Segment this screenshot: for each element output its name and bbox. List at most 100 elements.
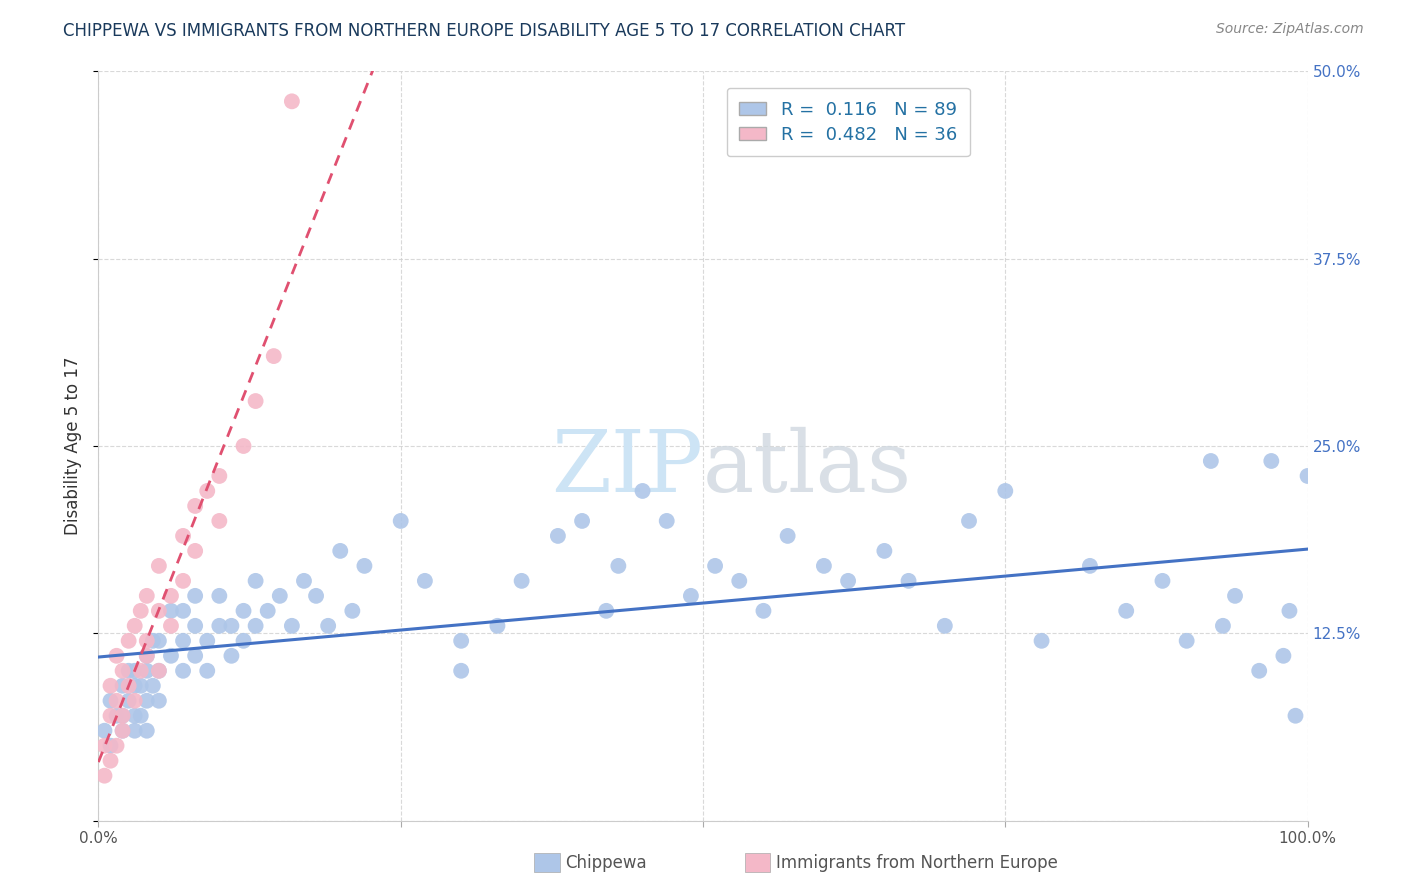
Text: ZIP: ZIP bbox=[551, 427, 703, 510]
Point bbox=[232, 604, 254, 618]
Point bbox=[124, 723, 146, 738]
Point bbox=[547, 529, 569, 543]
Point bbox=[1199, 454, 1222, 468]
Point bbox=[172, 529, 194, 543]
Point bbox=[704, 558, 727, 573]
Point bbox=[118, 694, 141, 708]
Point bbox=[837, 574, 859, 588]
Point bbox=[148, 664, 170, 678]
Point bbox=[329, 544, 352, 558]
Point bbox=[172, 664, 194, 678]
Point bbox=[105, 648, 128, 663]
Point bbox=[172, 574, 194, 588]
Point bbox=[160, 604, 183, 618]
Point bbox=[655, 514, 678, 528]
Point bbox=[135, 589, 157, 603]
Point bbox=[305, 589, 328, 603]
Point bbox=[208, 589, 231, 603]
Point bbox=[148, 664, 170, 678]
Point bbox=[1078, 558, 1101, 573]
Point bbox=[111, 723, 134, 738]
Text: Source: ZipAtlas.com: Source: ZipAtlas.com bbox=[1216, 22, 1364, 37]
Point bbox=[1296, 469, 1319, 483]
Point bbox=[263, 349, 285, 363]
Point bbox=[208, 514, 231, 528]
Point bbox=[124, 679, 146, 693]
Point bbox=[245, 394, 267, 409]
Point bbox=[160, 619, 183, 633]
Point bbox=[142, 679, 165, 693]
Point bbox=[184, 589, 207, 603]
Point bbox=[232, 633, 254, 648]
Point bbox=[281, 619, 304, 633]
Point bbox=[135, 648, 157, 663]
Point bbox=[184, 499, 207, 513]
Point bbox=[135, 633, 157, 648]
Point bbox=[450, 664, 472, 678]
Point bbox=[142, 633, 165, 648]
Point bbox=[100, 679, 122, 693]
Point bbox=[124, 694, 146, 708]
Point bbox=[1175, 633, 1198, 648]
Point bbox=[292, 574, 315, 588]
Point bbox=[129, 664, 152, 678]
Point bbox=[752, 604, 775, 618]
Point bbox=[111, 708, 134, 723]
Point bbox=[221, 619, 243, 633]
Point bbox=[316, 619, 339, 633]
Point bbox=[957, 514, 980, 528]
Text: Immigrants from Northern Europe: Immigrants from Northern Europe bbox=[776, 854, 1057, 871]
Point bbox=[195, 664, 218, 678]
Point bbox=[281, 95, 304, 109]
Point bbox=[728, 574, 751, 588]
Text: CHIPPEWA VS IMMIGRANTS FROM NORTHERN EUROPE DISABILITY AGE 5 TO 17 CORRELATION C: CHIPPEWA VS IMMIGRANTS FROM NORTHERN EUR… bbox=[63, 22, 905, 40]
Point bbox=[118, 633, 141, 648]
Point bbox=[111, 679, 134, 693]
Point bbox=[873, 544, 896, 558]
Point bbox=[1278, 604, 1301, 618]
Point bbox=[118, 679, 141, 693]
Point bbox=[413, 574, 436, 588]
Point bbox=[124, 619, 146, 633]
Point bbox=[184, 619, 207, 633]
Point bbox=[897, 574, 920, 588]
Point bbox=[607, 558, 630, 573]
Point bbox=[1031, 633, 1053, 648]
Y-axis label: Disability Age 5 to 17: Disability Age 5 to 17 bbox=[65, 357, 83, 535]
Point bbox=[129, 708, 152, 723]
Point bbox=[631, 483, 654, 498]
Point bbox=[245, 619, 267, 633]
Point bbox=[1249, 664, 1271, 678]
Point bbox=[486, 619, 509, 633]
Point bbox=[245, 574, 267, 588]
Point bbox=[221, 648, 243, 663]
Point bbox=[111, 664, 134, 678]
Point bbox=[148, 558, 170, 573]
Point bbox=[1260, 454, 1282, 468]
Point bbox=[129, 604, 152, 618]
Point bbox=[1284, 708, 1306, 723]
Point bbox=[342, 604, 364, 618]
Point bbox=[105, 694, 128, 708]
Point bbox=[93, 739, 115, 753]
Point bbox=[208, 619, 231, 633]
Point bbox=[148, 604, 170, 618]
Text: atlas: atlas bbox=[703, 427, 912, 510]
Point bbox=[111, 723, 134, 738]
Point bbox=[450, 633, 472, 648]
Point bbox=[135, 694, 157, 708]
Point bbox=[124, 708, 146, 723]
Point bbox=[389, 514, 412, 528]
Point bbox=[256, 604, 278, 618]
Point bbox=[100, 739, 122, 753]
Point bbox=[1272, 648, 1295, 663]
Point bbox=[135, 723, 157, 738]
Point bbox=[776, 529, 799, 543]
Point bbox=[172, 604, 194, 618]
Point bbox=[111, 708, 134, 723]
Point bbox=[118, 664, 141, 678]
Point bbox=[160, 648, 183, 663]
Point bbox=[148, 633, 170, 648]
Point bbox=[571, 514, 593, 528]
Point bbox=[129, 679, 152, 693]
